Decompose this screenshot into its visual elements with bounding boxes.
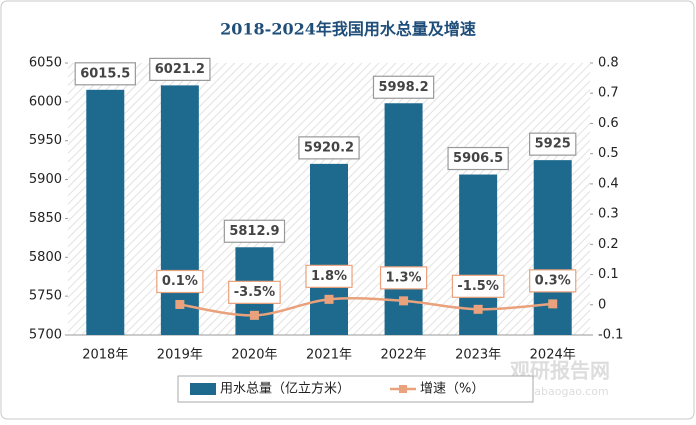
y-tick-label: 5700 xyxy=(29,328,62,343)
data-label: 0.1% xyxy=(156,269,204,294)
marker xyxy=(324,294,334,304)
data-label-box xyxy=(149,57,211,81)
x-tick-label: 2021年 xyxy=(306,348,352,363)
data-label: 6021.2 xyxy=(149,57,211,81)
data-label: 0.1% xyxy=(162,274,198,289)
y2-tick-label: 0.5 xyxy=(598,146,619,161)
data-label: 6015.5 xyxy=(74,62,136,86)
y2-tick-label: 0.3 xyxy=(598,207,619,222)
data-label: 6015.5 xyxy=(80,66,130,81)
marker xyxy=(175,299,185,309)
data-label: -3.5% xyxy=(234,285,275,300)
data-label: 5998.2 xyxy=(372,75,435,99)
data-label: 0.3% xyxy=(535,273,571,288)
bar xyxy=(160,85,199,335)
data-label-box xyxy=(529,269,577,293)
legend-box xyxy=(177,375,534,403)
y-tick-label: 5900 xyxy=(29,172,62,187)
y2-tick-label: -0.1 xyxy=(598,328,623,343)
y2-tick-label: 0.2 xyxy=(598,237,619,252)
data-label-box xyxy=(305,264,353,288)
chart-title: 2018-2024年我国用水总量及增速 xyxy=(220,20,476,39)
data-label: 5920.2 xyxy=(298,136,360,160)
data-label-box xyxy=(228,280,281,304)
bar xyxy=(310,163,348,335)
data-label: 5906.5 xyxy=(453,151,503,166)
y-tick-label: 6050 xyxy=(29,56,62,71)
data-label: 1.3% xyxy=(379,266,428,290)
data-label: 5906.5 xyxy=(447,146,509,171)
data-label: -3.5% xyxy=(228,280,281,304)
data-label-box xyxy=(156,269,204,294)
line xyxy=(179,297,553,317)
marker xyxy=(249,310,259,320)
data-label-box xyxy=(372,75,435,99)
x-tick-label: 2018年 xyxy=(82,348,128,363)
x-tick-label: 2019年 xyxy=(157,348,203,363)
marker xyxy=(399,296,409,306)
bar xyxy=(533,160,572,335)
bar xyxy=(86,89,125,335)
y-tick-label: 5850 xyxy=(29,211,62,226)
x-tick-label: 2024年 xyxy=(530,348,576,363)
y2-tick-label: 0.1 xyxy=(598,267,619,282)
y2-tick-label: 0.4 xyxy=(598,176,619,191)
y2-tick-label: 0.7 xyxy=(598,86,619,101)
data-label: 5925 xyxy=(529,132,577,156)
data-label: 5925 xyxy=(535,137,571,152)
legend-label: 增速（%） xyxy=(420,382,484,397)
watermark: chinabaogao.com xyxy=(511,385,609,398)
data-label: 1.3% xyxy=(386,270,422,285)
data-label: 5998.2 xyxy=(378,80,428,95)
legend-swatch xyxy=(399,385,408,393)
data-label-box xyxy=(298,136,360,160)
y-tick-label: 6000 xyxy=(29,94,62,109)
x-tick-label: 2022年 xyxy=(381,348,427,363)
data-label-box xyxy=(529,132,577,156)
data-label: 5812.9 xyxy=(223,219,286,243)
legend-label: 用水总量（亿立方米） xyxy=(220,381,350,397)
data-label-box xyxy=(447,146,509,171)
data-label-box xyxy=(74,62,136,86)
x-tick-label: 2020年 xyxy=(231,348,277,363)
data-label: -1.5% xyxy=(457,279,498,294)
data-label: 1.8% xyxy=(311,269,347,284)
data-label: 0.3% xyxy=(529,269,577,293)
y2-tick-label: 0 xyxy=(598,297,606,312)
data-label: 5920.2 xyxy=(304,140,354,155)
y-tick-label: 5800 xyxy=(29,250,62,265)
data-label: 6021.2 xyxy=(155,62,205,77)
marker xyxy=(473,304,483,314)
y-tick-label: 5950 xyxy=(29,133,62,148)
y-tick-label: 5750 xyxy=(29,289,62,304)
data-label: -1.5% xyxy=(451,274,505,298)
data-label: 1.8% xyxy=(305,264,353,288)
data-label: 5812.9 xyxy=(229,224,279,239)
x-tick-label: 2023年 xyxy=(455,348,501,363)
data-label-box xyxy=(223,219,286,243)
y2-tick-label: 0.6 xyxy=(598,116,619,131)
legend-swatch xyxy=(190,383,216,395)
data-label-box xyxy=(451,274,505,298)
marker xyxy=(548,299,558,309)
y2-tick-label: 0.8 xyxy=(598,56,619,71)
data-label-box xyxy=(379,266,428,290)
